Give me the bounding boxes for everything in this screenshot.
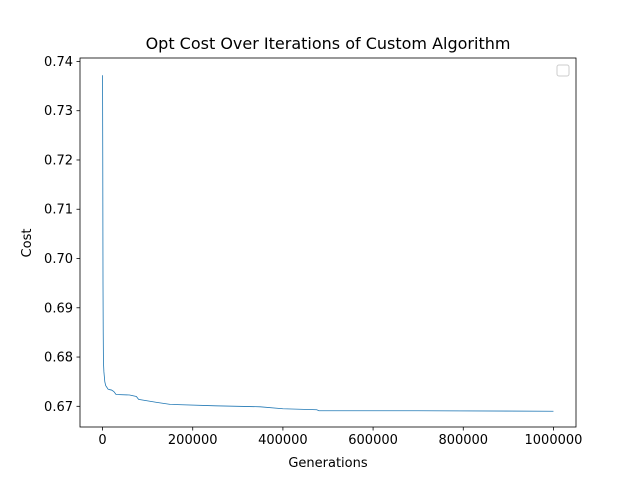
y-tick-label: 0.73 [44,104,73,119]
x-tick-label: 1000000 [525,433,583,448]
x-axis-label: Generations [288,456,368,471]
y-tick-label: 0.68 [44,351,73,366]
axes: 0 200000 400000 600000 800000 1000000 0.67 0.68… [44,55,582,448]
x-tick-label: 400000 [258,433,308,448]
chart-title: Opt Cost Over Iterations of Custom Algor… [146,34,511,53]
y-tick-label: 0.69 [44,301,73,316]
y-tick-label: 0.74 [44,55,73,70]
y-tick-label: 0.71 [44,203,73,218]
x-tick-label: 800000 [438,433,488,448]
plot-area [80,58,576,427]
y-tick-label: 0.70 [44,252,73,267]
series-group [102,75,554,412]
y-tick-label: 0.67 [44,400,73,415]
y-tick-label: 0.72 [44,153,73,168]
axes-frame [79,57,577,428]
y-axis-label: Cost [20,229,35,258]
x-tick-label: 600000 [348,433,398,448]
x-tick-label: 200000 [168,433,218,448]
series-line [102,75,554,412]
x-tick-label: 0 [98,433,106,448]
legend-box [556,64,570,77]
